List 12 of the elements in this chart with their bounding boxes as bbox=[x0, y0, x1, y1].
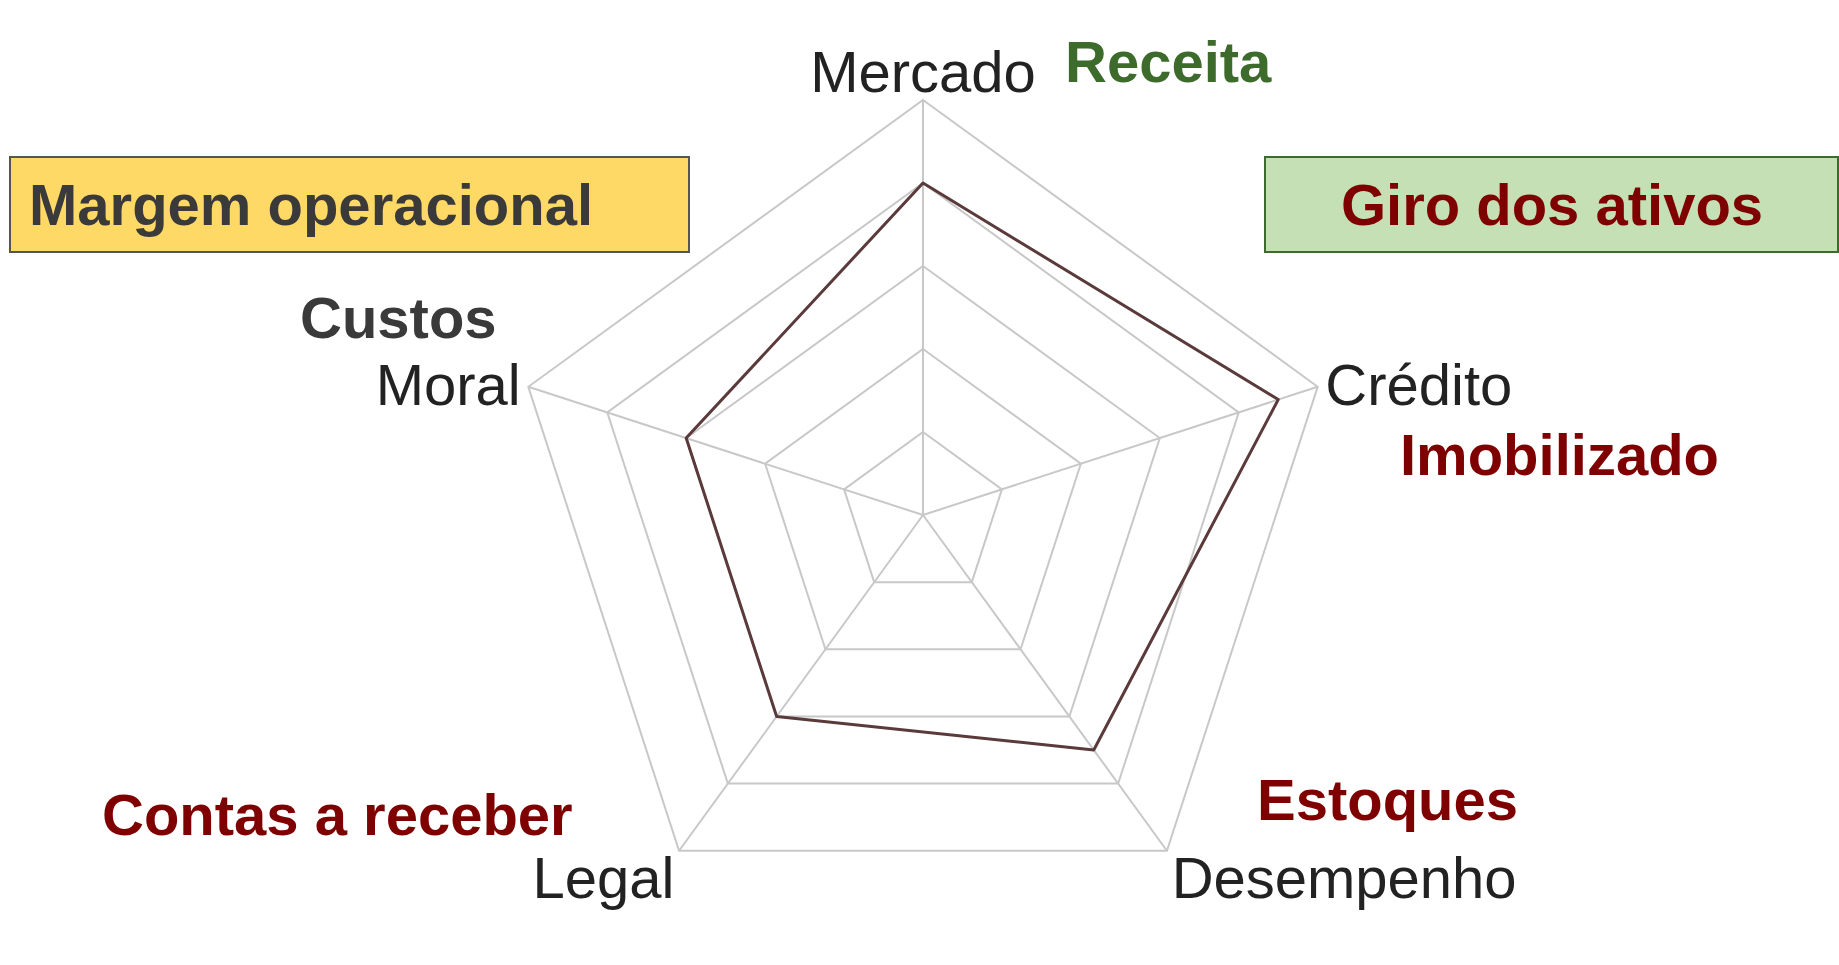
text: Estoques bbox=[1257, 767, 1519, 832]
text: Custos bbox=[300, 285, 497, 350]
text: Margem operacional bbox=[29, 172, 594, 237]
text: Imobilizado bbox=[1400, 422, 1719, 487]
text: Giro dos ativos bbox=[1340, 172, 1764, 237]
spoke-label: Mercado bbox=[810, 39, 1036, 104]
spoke-label: Moral bbox=[375, 351, 521, 417]
spoke-label: Crédito bbox=[1325, 351, 1513, 417]
text: Receita bbox=[1065, 29, 1272, 94]
spoke-label: Legal bbox=[532, 845, 675, 911]
text: Contas a receber bbox=[102, 782, 573, 847]
spoke-label: Desempenho bbox=[1171, 845, 1517, 911]
